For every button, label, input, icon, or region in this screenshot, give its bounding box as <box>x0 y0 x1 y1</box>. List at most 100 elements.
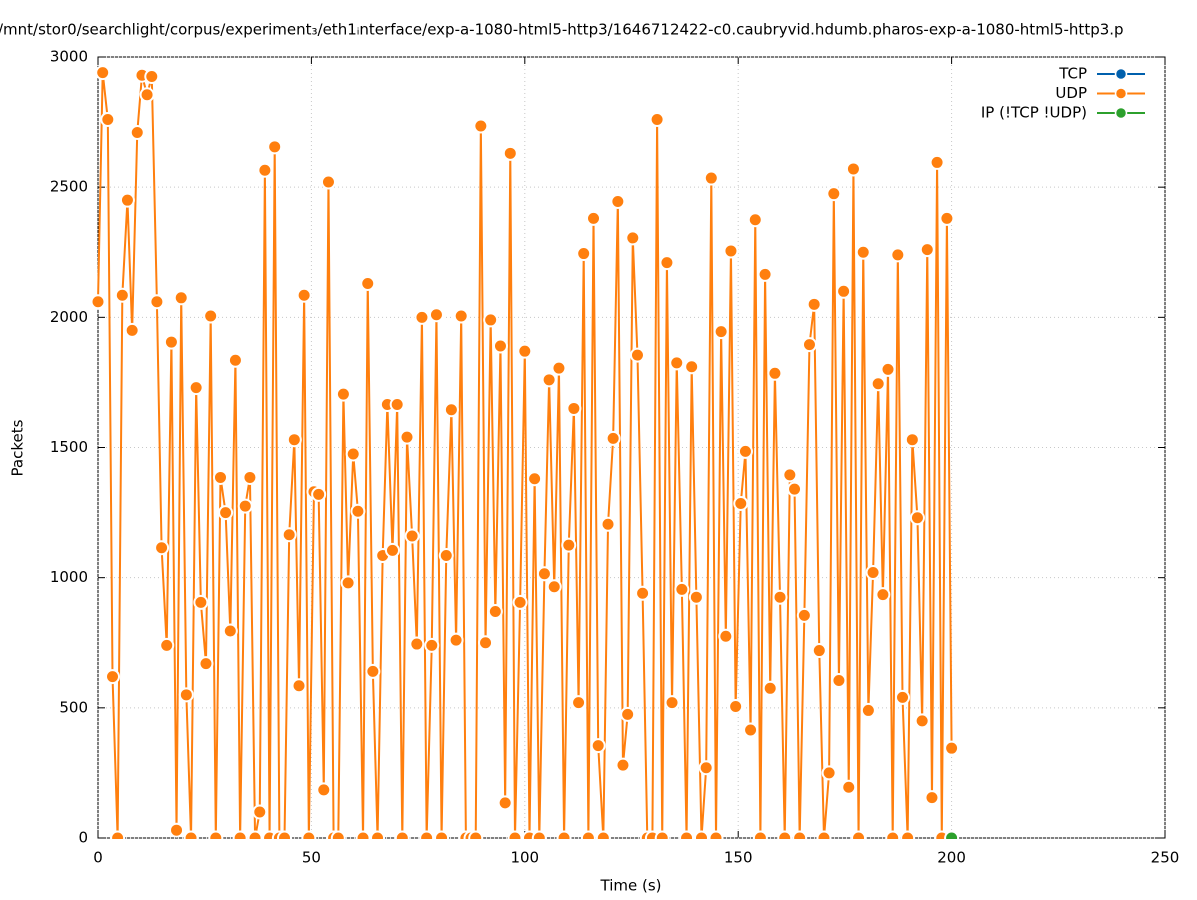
data-point <box>860 702 876 718</box>
data-point <box>360 275 376 291</box>
data-point <box>443 402 459 418</box>
data-point <box>110 830 126 839</box>
data-point <box>218 505 234 521</box>
data-point <box>708 830 724 839</box>
data-point <box>394 830 410 839</box>
data-point <box>355 830 371 839</box>
data-point <box>119 192 135 208</box>
data-point <box>605 430 621 446</box>
data-point <box>419 830 435 839</box>
data-point <box>625 230 641 246</box>
data-point <box>733 495 749 511</box>
y-tick-label: 500 <box>59 698 88 716</box>
data-point <box>212 469 228 485</box>
data-point <box>787 481 803 497</box>
data-point <box>527 471 543 487</box>
data-point <box>939 210 955 226</box>
data-point <box>95 65 111 81</box>
data-point <box>414 309 430 325</box>
data-point <box>424 637 440 653</box>
data-point <box>502 145 518 161</box>
data-point <box>124 322 140 338</box>
data-point <box>434 830 450 839</box>
data-point <box>737 443 753 459</box>
y-tick-label: 2000 <box>50 308 88 326</box>
data-point <box>483 312 499 328</box>
x-tick-label: 200 <box>937 849 966 867</box>
data-point <box>826 186 842 202</box>
plot-area <box>90 65 960 839</box>
data-point <box>610 193 626 209</box>
data-point <box>301 830 317 839</box>
data-point <box>571 695 587 711</box>
data-point <box>541 372 557 388</box>
data-point <box>340 575 356 591</box>
data-point <box>267 139 283 155</box>
data-point <box>944 740 960 756</box>
legend-marker <box>1114 106 1128 120</box>
data-point <box>919 242 935 258</box>
data-point <box>252 804 268 820</box>
data-point <box>586 210 602 226</box>
data-point <box>845 161 861 177</box>
data-point <box>615 757 631 773</box>
data-point <box>620 706 636 722</box>
data-point <box>654 830 670 839</box>
data-point <box>885 830 901 839</box>
data-point <box>404 528 420 544</box>
x-tick-label: 0 <box>93 849 103 867</box>
data-point <box>890 247 906 263</box>
data-point <box>281 527 297 543</box>
data-point <box>551 360 567 376</box>
data-point <box>747 212 763 228</box>
y-tick-label: 1000 <box>50 568 88 586</box>
data-point <box>193 594 209 610</box>
data-point <box>777 830 793 839</box>
data-point <box>536 566 552 582</box>
legend-label: IP (!TCP !UDP) <box>981 104 1087 122</box>
data-point <box>468 830 484 839</box>
data-point <box>154 540 170 556</box>
data-point <box>904 432 920 448</box>
data-point <box>178 687 194 703</box>
x-tick-label: 100 <box>510 849 539 867</box>
data-point <box>728 699 744 715</box>
data-point <box>836 283 852 299</box>
data-point <box>409 636 425 652</box>
data-point <box>428 307 444 323</box>
data-point <box>870 376 886 392</box>
data-point <box>924 790 940 806</box>
legend-label: TCP <box>1058 65 1087 83</box>
data-point <box>448 632 464 648</box>
data-point <box>688 589 704 605</box>
data-point <box>546 579 562 595</box>
data-point <box>865 564 881 580</box>
data-point <box>330 830 346 839</box>
data-point <box>222 623 238 639</box>
data-point <box>855 244 871 260</box>
data-point <box>438 548 454 564</box>
data-point <box>635 585 651 601</box>
data-point <box>590 738 606 754</box>
data-point <box>517 343 533 359</box>
data-point <box>595 830 611 839</box>
data-point <box>811 643 827 659</box>
data-point <box>90 294 106 310</box>
data-point <box>674 581 690 597</box>
chart-title: /mnt/stor0/searchlight/corpus/experiment… <box>0 21 1124 39</box>
data-point <box>806 296 822 312</box>
data-point <box>296 287 312 303</box>
data-point <box>139 87 155 103</box>
data-point <box>286 432 302 448</box>
y-tick-label: 3000 <box>50 48 88 66</box>
data-point <box>698 760 714 776</box>
data-point <box>350 503 366 519</box>
data-point <box>370 830 386 839</box>
data-point <box>909 510 925 526</box>
data-point <box>169 822 185 838</box>
y-tick-label: 1500 <box>50 438 88 456</box>
data-point <box>757 266 773 282</box>
data-point <box>473 118 489 134</box>
data-point <box>277 830 293 839</box>
data-point <box>384 542 400 558</box>
